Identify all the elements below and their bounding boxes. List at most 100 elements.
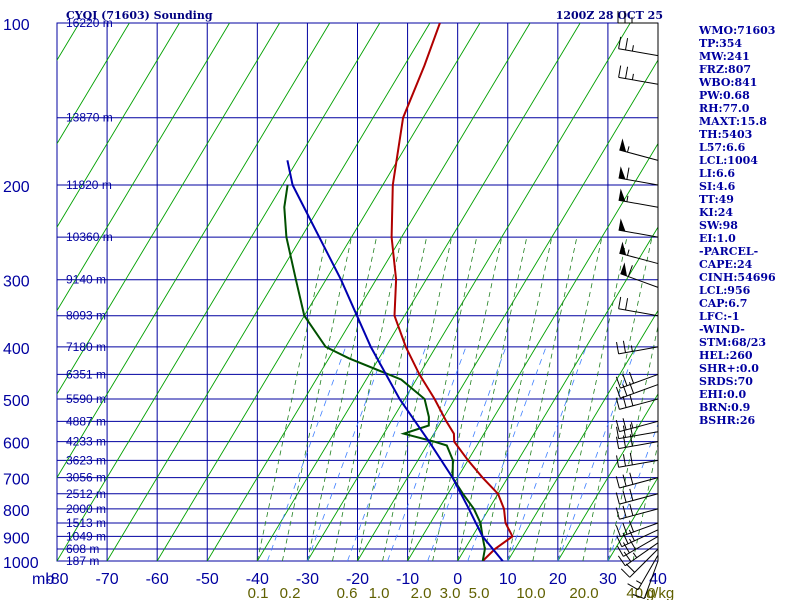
barb-staff (618, 229, 659, 238)
mixing-ratio-line (266, 346, 347, 561)
height-label: 3056 m (66, 471, 106, 485)
dry-adiabat-line (57, 23, 281, 395)
wind-barb (615, 488, 659, 505)
pressure-unit-label: mb (32, 571, 54, 588)
mixing-ratio-line (387, 346, 467, 561)
index-item: BRN:0.9 (699, 401, 751, 414)
index-item: CINH:54696 (699, 271, 776, 284)
wind-barb (615, 520, 659, 538)
wind-barb (615, 394, 659, 410)
wind-barb (616, 340, 659, 355)
dry-adiabat-line (156, 23, 481, 561)
height-label: 3623 m (66, 453, 106, 467)
barb-feather (625, 66, 629, 79)
index-item: CAP:6.7 (699, 297, 748, 310)
index-item: WBO:841 (699, 76, 758, 89)
barb-feather (616, 535, 623, 547)
barb-staff (620, 522, 659, 538)
barb-feather (628, 520, 635, 533)
wind-barb (620, 548, 659, 578)
height-label: 8093 m (66, 309, 106, 323)
barb-feather (622, 522, 628, 535)
barb-flag (618, 218, 626, 232)
wind-barb (618, 296, 659, 317)
barb-staff (621, 529, 659, 548)
index-item: LFC:-1 (699, 310, 740, 323)
barb-flag (618, 166, 626, 180)
pressure-tick-label: 800 (3, 503, 30, 520)
mixing-ratio-line (307, 346, 387, 561)
barb-feather (625, 38, 629, 51)
chart-title: CYQI (71603) Sounding (66, 9, 213, 22)
index-item: MAXT:15.8 (699, 115, 767, 128)
sounding-indices: WMO:71603 TP:354 MW:241 FRZ:807 WBO:841 PW:0.… (699, 24, 776, 427)
barb-half-feather (631, 45, 634, 52)
barb-feather (629, 424, 633, 437)
moist-adiabat-line (482, 237, 553, 561)
barb-feather (618, 36, 622, 49)
wind-barb (615, 503, 659, 520)
index-item: STM:68/23 (699, 336, 766, 349)
height-label: 4233 m (66, 435, 106, 449)
barb-half-feather (630, 345, 633, 352)
barb-staff (618, 441, 659, 450)
barb-feather (616, 436, 620, 449)
moist-adiabat-line (256, 237, 327, 561)
index-item: EHI:0.0 (699, 388, 747, 401)
barb-staff (623, 535, 659, 557)
barb-feather (617, 555, 626, 567)
moist-adiabat-line (607, 324, 658, 561)
dry-adiabat-line (57, 23, 381, 561)
barb-feather (629, 452, 633, 465)
height-label: 2000 m (66, 502, 106, 516)
height-label: 10360 m (66, 230, 113, 244)
temperature-tick-label: -80 (45, 571, 68, 588)
barb-feather (615, 476, 620, 489)
moist-adiabat-line (632, 441, 658, 561)
index-item: MW:241 (699, 50, 750, 63)
barb-feather (616, 341, 620, 354)
barb-flag (618, 188, 626, 202)
barb-feather (625, 563, 636, 573)
moist-adiabat-line (281, 237, 352, 561)
moist-adiabat-line (457, 237, 528, 561)
barb-feather (627, 265, 633, 277)
height-label: 1513 m (66, 516, 106, 530)
barb-flag (619, 241, 627, 256)
dry-adiabat-line (57, 23, 180, 228)
dry-adiabat-line (206, 23, 531, 561)
mixing-ratio-label: 3.0 (440, 585, 461, 600)
temperature-tick-label: 20 (549, 571, 567, 588)
index-item: TT:49 (699, 193, 734, 206)
barb-staff (619, 252, 659, 265)
barb-flag (620, 262, 627, 277)
height-label: 1049 m (66, 529, 106, 543)
pressure-tick-label: 200 (3, 179, 30, 196)
mixing-ratio-label: 1.0 (369, 585, 390, 600)
barb-feather (622, 418, 627, 430)
barb-feather (628, 529, 635, 541)
index-item: LCL:1004 (699, 154, 758, 167)
barb-staff (619, 149, 659, 161)
wind-barb (619, 138, 659, 161)
index-item: HEL:260 (699, 349, 753, 362)
dewpoint-trace (283, 184, 486, 561)
dry-adiabat-line (357, 59, 658, 561)
dry-adiabat-line (407, 142, 658, 561)
barb-half-feather (626, 195, 629, 202)
pressure-tick-label: 300 (3, 274, 30, 291)
temperature-trace (390, 23, 514, 561)
index-item: WMO:71603 (699, 24, 776, 37)
barb-feather (629, 488, 634, 501)
barb-feather (616, 426, 620, 439)
dry-adiabat-line (307, 23, 631, 561)
pressure-tick-label: 400 (3, 341, 30, 358)
barb-feather (628, 371, 635, 384)
moist-adiabat-line (407, 237, 478, 561)
index-item: -WIND- (699, 323, 745, 336)
barb-half-feather (632, 552, 638, 558)
index-item: SHR+:0.0 (699, 362, 759, 375)
height-label: 608 m (66, 542, 99, 556)
barb-staff (618, 199, 659, 208)
barb-half-feather (626, 249, 630, 256)
